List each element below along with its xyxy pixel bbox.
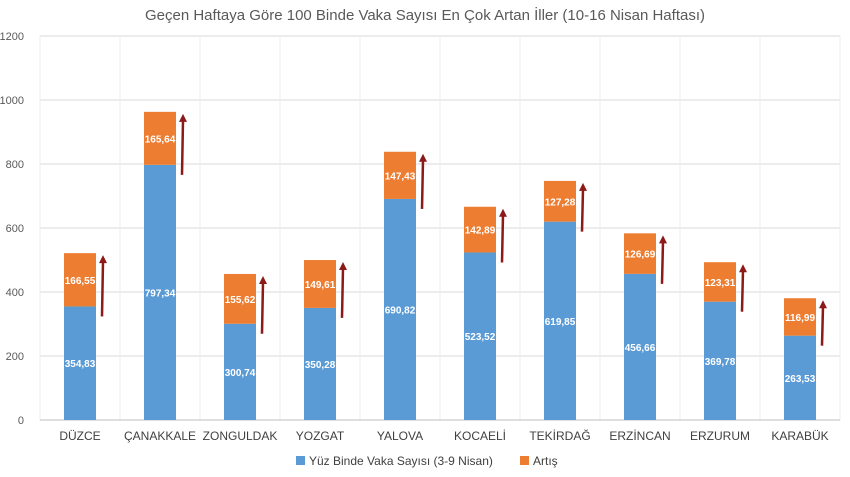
- bar-base-value-label: 456,66: [625, 343, 656, 354]
- increase-arrows: [99, 113, 827, 346]
- chart-title: Geçen Haftaya Göre 100 Binde Vaka Sayısı…: [145, 6, 705, 24]
- bar-base-7: [624, 273, 656, 420]
- gridlines: [39, 35, 841, 421]
- bar-increase-value-label: 142,89: [465, 226, 496, 237]
- bar-increase-4: [384, 151, 416, 199]
- up-arrow-icon: [259, 275, 267, 334]
- bar-base-value-label: 354,83: [65, 359, 96, 370]
- bar-base-6: [544, 221, 576, 420]
- bar-increase-0: [64, 253, 96, 307]
- bar-increase-value-label: 147,43: [385, 171, 416, 182]
- bar-base-4: [384, 198, 416, 420]
- x-category-label: KOCAELİ: [454, 429, 506, 443]
- x-category-label: ÇANAKKALE: [124, 429, 196, 443]
- bar-increase-value-label: 149,61: [305, 280, 336, 291]
- x-category-label: ERZİNCAN: [609, 429, 670, 443]
- y-tick-label: 400: [6, 287, 24, 299]
- legend-label: Yüz Binde Vaka Sayısı (3-9 Nisan): [309, 454, 493, 468]
- up-arrow-icon: [739, 264, 747, 312]
- bar-increase-2: [224, 273, 256, 324]
- y-axis-tick-labels: 0 200 400 600 800 1000 1200: [0, 31, 24, 427]
- bar-increase-1: [144, 111, 176, 165]
- bar-base-3: [304, 307, 336, 420]
- x-category-label: ERZURUM: [690, 429, 750, 443]
- up-arrow-icon: [99, 255, 107, 317]
- bar-base-9: [784, 335, 816, 420]
- up-arrow-icon: [339, 262, 347, 318]
- y-tick-label: 200: [6, 351, 24, 363]
- x-category-label: TEKİRDAĞ: [529, 428, 590, 443]
- bar-base-0: [64, 306, 96, 420]
- up-arrow-icon: [819, 300, 827, 346]
- bar-increase-value-label: 126,69: [625, 250, 656, 261]
- x-category-label: ZONGULDAK: [203, 429, 278, 443]
- x-category-label: DÜZCE: [59, 429, 100, 443]
- y-tick-label: 1000: [0, 95, 24, 107]
- bar-increase-3: [304, 260, 336, 308]
- bar-increase-8: [704, 262, 736, 302]
- legend-swatch: [296, 456, 305, 465]
- y-tick-label: 600: [6, 223, 24, 235]
- bar-increase-value-label: 116,99: [785, 313, 815, 324]
- bar-base-value-label: 263,53: [785, 374, 816, 385]
- y-tick-label: 0: [18, 415, 24, 427]
- bar-base-value-label: 797,34: [145, 288, 176, 299]
- y-tick-label: 800: [6, 159, 24, 171]
- x-axis-category-labels: DÜZCE ÇANAKKALE ZONGULDAK YOZGAT YALOVA KOCAE…: [59, 428, 828, 443]
- bar-base-2: [224, 323, 256, 420]
- legend: Yüz Binde Vaka Sayısı (3-9 Nisan) Artış: [296, 454, 558, 468]
- y-tick-label: 1200: [0, 31, 24, 43]
- bar-base-value-label: 300,74: [225, 368, 256, 379]
- bar-base-1: [144, 164, 176, 420]
- bar-increase-6: [544, 180, 576, 222]
- bar-increase-7: [624, 233, 656, 274]
- bar-increase-value-label: 166,55: [65, 276, 96, 287]
- bar-base-value-label: 619,85: [545, 317, 576, 328]
- legend-item-increase: Artış: [520, 454, 558, 468]
- up-arrow-icon: [659, 235, 667, 284]
- bar-increase-value-label: 123,31: [705, 278, 736, 289]
- x-category-label: YALOVA: [377, 429, 423, 443]
- bar-increase-value-label: 165,64: [145, 134, 176, 145]
- bar-base-value-label: 690,82: [385, 305, 416, 316]
- bar-base-value-label: 369,78: [705, 357, 736, 368]
- bar-increase-value-label: 127,28: [545, 197, 576, 208]
- bar-base-5: [464, 252, 496, 420]
- bars: 354,83 166,55 797,34 165,64 300,74 155,62 350,…: [64, 111, 816, 420]
- bar-increase-9: [784, 298, 816, 336]
- bar-increase-value-label: 155,62: [225, 295, 256, 306]
- bar-increase-5: [464, 206, 496, 253]
- up-arrow-icon: [179, 113, 187, 175]
- x-category-label: KARABÜK: [771, 429, 828, 443]
- x-category-label: YOZGAT: [296, 429, 345, 443]
- up-arrow-icon: [579, 182, 587, 232]
- bar-base-value-label: 350,28: [305, 360, 336, 371]
- bar-base-8: [704, 301, 736, 420]
- legend-item-base: Yüz Binde Vaka Sayısı (3-9 Nisan): [296, 454, 493, 468]
- legend-label: Artış: [533, 454, 558, 468]
- up-arrow-icon: [499, 208, 507, 263]
- up-arrow-icon: [419, 153, 427, 209]
- legend-swatch: [520, 456, 529, 465]
- bar-base-value-label: 523,52: [465, 332, 496, 343]
